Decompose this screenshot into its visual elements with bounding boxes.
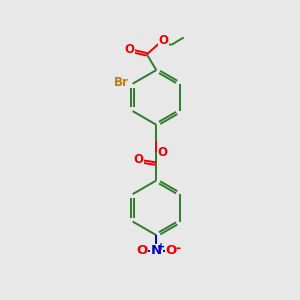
Text: O: O — [158, 146, 168, 159]
Text: +: + — [157, 242, 165, 252]
Text: O: O — [159, 34, 169, 47]
Text: N: N — [151, 244, 162, 257]
Text: -: - — [175, 242, 180, 255]
Text: O: O — [134, 152, 144, 166]
Text: O: O — [124, 43, 134, 56]
Text: O: O — [165, 244, 177, 257]
Text: O: O — [136, 244, 147, 257]
Text: Br: Br — [114, 76, 129, 89]
